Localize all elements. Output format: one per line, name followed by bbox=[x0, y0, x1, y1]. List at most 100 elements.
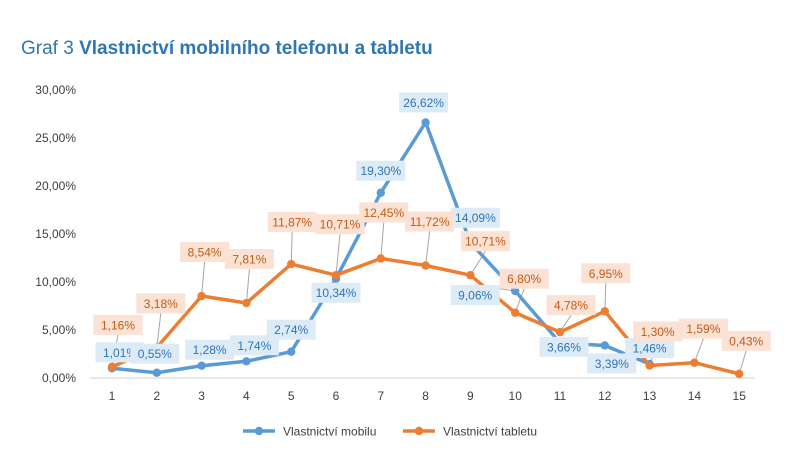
legend-swatch-marker bbox=[414, 426, 424, 436]
data-label: 1,30% bbox=[641, 325, 675, 339]
data-label: 0,55% bbox=[138, 347, 172, 361]
label-connector bbox=[245, 268, 250, 304]
data-label-bg bbox=[229, 335, 279, 356]
data-label: 19,30% bbox=[360, 164, 401, 178]
data-label-bg bbox=[581, 263, 631, 284]
data-label-bg bbox=[399, 92, 449, 113]
data-label: 3,18% bbox=[144, 297, 178, 311]
data-label-bg bbox=[93, 314, 143, 335]
data-point bbox=[242, 298, 251, 308]
data-label: 1,59% bbox=[686, 322, 720, 336]
data-label: 1,46% bbox=[633, 341, 667, 355]
data-label-bg bbox=[224, 249, 274, 270]
data-point bbox=[242, 357, 251, 366]
label-connector bbox=[604, 283, 607, 312]
data-point bbox=[107, 362, 117, 372]
data-point bbox=[197, 291, 206, 301]
data-label-bg bbox=[721, 330, 771, 351]
data-point bbox=[421, 261, 430, 270]
data-label-bg bbox=[678, 318, 728, 339]
chart-title-prefix: Graf 3 bbox=[21, 38, 74, 59]
data-label: 1,16% bbox=[101, 318, 135, 332]
data-point bbox=[735, 369, 744, 379]
y-tick-label: 20,00% bbox=[35, 179, 76, 193]
data-label-bg bbox=[499, 268, 549, 289]
data-label-bg bbox=[359, 202, 409, 223]
data-label: 26,62% bbox=[403, 96, 444, 110]
data-label-bg bbox=[180, 242, 230, 263]
data-point bbox=[511, 308, 520, 317]
data-label-bg bbox=[633, 321, 683, 342]
data-label: 6,80% bbox=[507, 272, 541, 286]
y-tick-label: 25,00% bbox=[35, 131, 76, 145]
data-label-bg bbox=[266, 319, 316, 340]
label-connector bbox=[201, 261, 206, 297]
x-tick-label: 12 bbox=[598, 389, 612, 403]
y-tick-label: 0,00% bbox=[42, 371, 76, 385]
x-tick-label: 13 bbox=[643, 389, 657, 403]
data-point bbox=[197, 361, 206, 370]
x-tick-label: 2 bbox=[153, 389, 160, 403]
data-label: 11,87% bbox=[272, 216, 312, 230]
data-label-bg bbox=[267, 212, 317, 233]
data-label: 10,71% bbox=[465, 235, 506, 249]
data-label-bg bbox=[460, 231, 510, 252]
label-connector bbox=[290, 232, 293, 265]
data-label: 1,28% bbox=[193, 343, 227, 357]
x-tick-label: 15 bbox=[733, 389, 747, 403]
data-label-bg bbox=[136, 293, 186, 314]
data-label: 11,72% bbox=[410, 215, 450, 229]
x-tick-label: 14 bbox=[688, 389, 702, 403]
label-connector bbox=[380, 222, 385, 259]
legend-label: Vlastnictví mobilu bbox=[283, 425, 376, 439]
y-tick-label: 5,00% bbox=[42, 323, 76, 337]
data-point bbox=[287, 259, 296, 269]
axes: 0,00% 5,00% 10,00% 15,00% 20,00% 25,00% 30,00%… bbox=[35, 83, 755, 403]
data-point bbox=[555, 327, 565, 337]
data-point bbox=[466, 270, 475, 280]
x-tick-label: 3 bbox=[198, 389, 205, 403]
data-label: 7,81% bbox=[232, 253, 266, 267]
data-label-bg bbox=[405, 211, 455, 232]
data-label: 3,39% bbox=[595, 357, 629, 371]
x-tick-label: 9 bbox=[467, 389, 474, 403]
data-point bbox=[600, 341, 609, 350]
data-point bbox=[376, 188, 385, 197]
x-tick-label: 11 bbox=[554, 389, 567, 403]
data-point bbox=[287, 347, 296, 356]
chart-title: Graf 3 Vlastnictví mobilního telefonu a … bbox=[21, 38, 433, 60]
data-label-bg bbox=[450, 285, 500, 306]
data-point bbox=[331, 270, 341, 280]
data-label: 12,45% bbox=[363, 206, 404, 220]
data-label: 14,09% bbox=[455, 211, 496, 225]
y-tick-label: 30,00% bbox=[35, 83, 76, 97]
x-tick-label: 5 bbox=[288, 389, 295, 403]
data-label-bg bbox=[546, 295, 596, 316]
legend: Vlastnictví mobilu Vlastnictví tabletu bbox=[243, 425, 537, 439]
data-label-bg bbox=[450, 207, 500, 228]
legend-label: Vlastnictví tabletu bbox=[443, 425, 537, 439]
data-label-bg bbox=[185, 339, 235, 360]
data-label: 8,54% bbox=[188, 246, 222, 260]
label-connector bbox=[693, 338, 704, 363]
data-label-bg bbox=[587, 353, 637, 374]
legend-swatch-marker bbox=[254, 426, 264, 436]
data-label: 2,74% bbox=[274, 323, 308, 337]
data-label-bg bbox=[356, 160, 406, 181]
data-label: 4,78% bbox=[554, 299, 588, 313]
x-tick-label: 4 bbox=[243, 389, 250, 403]
data-label: 3,66% bbox=[547, 340, 581, 354]
x-tick-label: 6 bbox=[333, 389, 340, 403]
data-label-bg bbox=[315, 214, 365, 235]
x-tick-label: 7 bbox=[377, 389, 384, 403]
data-point bbox=[421, 118, 430, 127]
label-connector bbox=[425, 231, 431, 266]
x-tick-label: 1 bbox=[109, 389, 116, 403]
data-point bbox=[152, 368, 161, 377]
data-label-bg bbox=[625, 337, 675, 358]
label-connector bbox=[335, 234, 341, 276]
y-tick-label: 15,00% bbox=[35, 227, 76, 241]
data-point bbox=[511, 286, 520, 296]
data-labels: 1,01% 0,55% 1,28% 1,74%2,74% 10,34% 19,30% 26,… bbox=[93, 92, 771, 374]
